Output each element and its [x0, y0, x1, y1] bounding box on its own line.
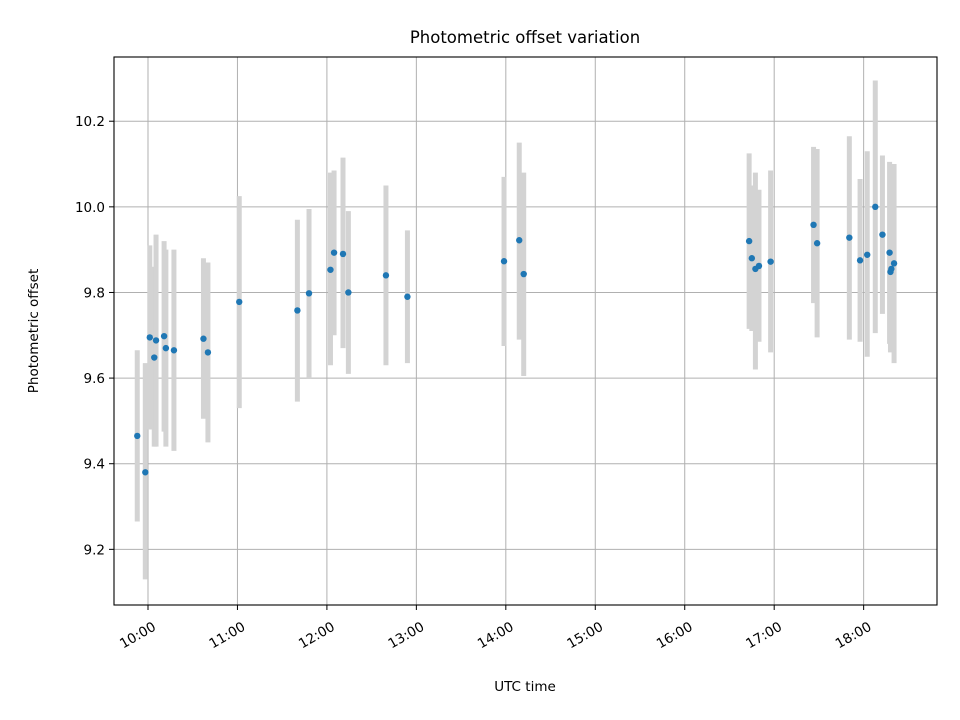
data-point	[813, 240, 821, 247]
x-tick-label: 18:00	[833, 619, 875, 652]
data-point	[200, 335, 207, 342]
error-bars	[134, 80, 897, 580]
x-tick-label: 16:00	[654, 619, 696, 652]
data-point	[204, 349, 212, 356]
plot-frame	[113, 56, 938, 606]
data-point	[755, 262, 763, 270]
data-point	[520, 270, 527, 278]
data-point	[330, 249, 338, 256]
data-point	[748, 255, 756, 262]
data-point	[305, 290, 313, 297]
x-axis-label: UTC time	[494, 679, 556, 695]
x-tick-label: 15:00	[564, 619, 606, 652]
x-tick-label: 13:00	[385, 619, 427, 652]
data-point	[767, 258, 774, 265]
x-tick-label: 14:00	[475, 619, 517, 652]
data-point	[745, 237, 753, 245]
y-tick-label: 9.8	[84, 285, 105, 301]
x-tick-label: 10:00	[117, 619, 159, 652]
data-point	[152, 337, 160, 344]
data-point	[516, 237, 523, 244]
data-point	[886, 249, 893, 256]
data-point	[856, 257, 864, 264]
data-point	[846, 234, 853, 241]
data-point	[810, 221, 817, 229]
y-tick-label: 9.6	[84, 371, 105, 387]
data-point	[236, 298, 243, 306]
y-tick-label: 10.0	[75, 200, 105, 216]
data-point	[294, 307, 301, 314]
data-points	[134, 203, 898, 476]
y-tick-label: 9.2	[84, 542, 105, 558]
data-point	[327, 266, 334, 273]
x-tick-label: 12:00	[296, 619, 338, 652]
data-point	[345, 289, 352, 296]
data-point	[888, 265, 895, 273]
data-point	[879, 231, 886, 238]
data-point	[170, 347, 178, 354]
data-point	[339, 250, 347, 258]
data-point	[160, 332, 168, 340]
data-point	[151, 354, 158, 361]
chart-title: Photometric offset variation	[410, 28, 640, 47]
data-point	[872, 203, 879, 211]
data-point	[864, 251, 871, 258]
y-axis-label: Photometric offset	[26, 269, 42, 393]
data-point	[146, 334, 153, 341]
data-point	[500, 258, 508, 265]
data-point	[134, 432, 141, 440]
y-tick-label: 9.4	[84, 457, 105, 473]
data-point	[404, 293, 411, 300]
y-tick-label: 10.2	[75, 114, 105, 130]
data-point	[142, 469, 149, 476]
x-tick-label: 11:00	[207, 619, 249, 652]
data-point	[382, 272, 390, 279]
data-point	[162, 344, 170, 352]
data-point	[890, 260, 898, 267]
x-tick-label: 17:00	[743, 619, 785, 652]
